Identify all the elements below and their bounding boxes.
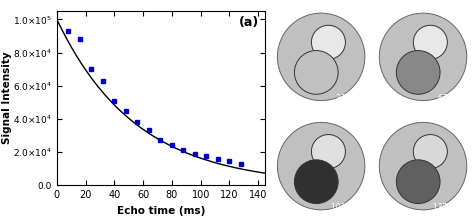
Text: (b): (b) (446, 9, 467, 22)
Circle shape (413, 25, 447, 59)
Circle shape (311, 25, 346, 59)
X-axis label: Echo time (ms): Echo time (ms) (117, 206, 205, 215)
Y-axis label: Signal Intensity: Signal Intensity (1, 52, 11, 145)
Circle shape (413, 134, 447, 169)
Text: (a): (a) (239, 16, 259, 29)
Circle shape (311, 134, 346, 169)
Circle shape (396, 160, 440, 204)
Circle shape (277, 122, 365, 210)
Circle shape (277, 13, 365, 101)
Text: 101.4 ms: 101.4 ms (331, 203, 367, 212)
Text: 33.8 ms: 33.8 ms (336, 93, 367, 103)
Text: 67.6 ms: 67.6 ms (438, 93, 469, 103)
Circle shape (379, 13, 467, 101)
Circle shape (294, 160, 338, 204)
Circle shape (379, 122, 467, 210)
Text: 135.2 ms: 135.2 ms (433, 203, 469, 212)
Circle shape (396, 51, 440, 94)
Circle shape (294, 51, 338, 94)
